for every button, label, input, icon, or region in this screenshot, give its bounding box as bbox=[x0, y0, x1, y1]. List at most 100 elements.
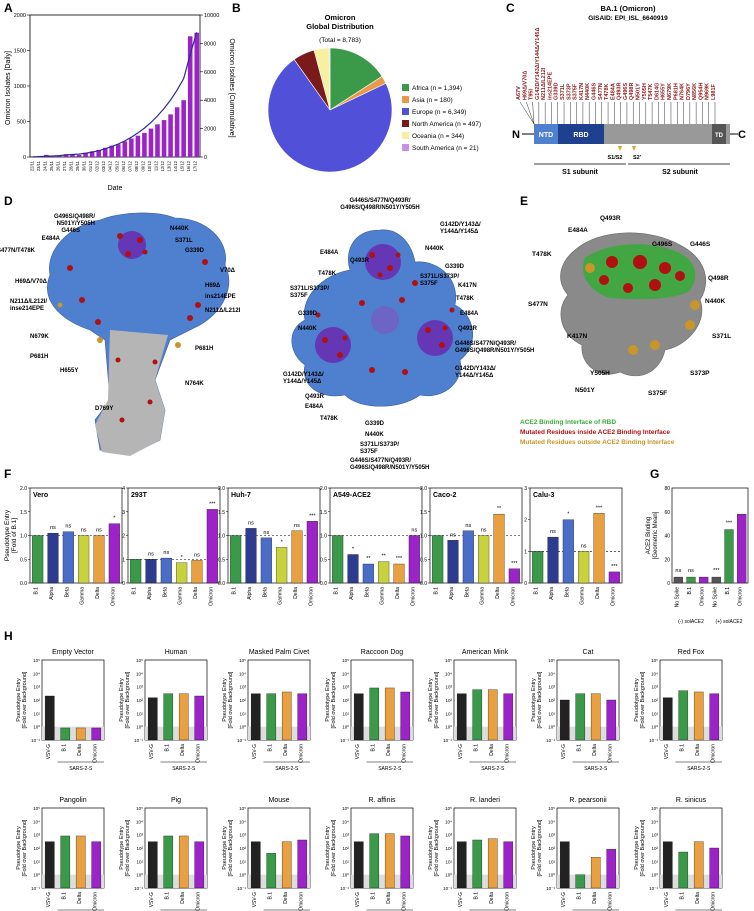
h-ytick-label: 10⁴ bbox=[342, 671, 349, 676]
h-ytick-label: 10⁻¹ bbox=[340, 886, 349, 891]
a-xtick-label: 30/11 bbox=[82, 160, 87, 171]
d-left-label: G496S/Q498R/ bbox=[54, 214, 95, 220]
c-mutation-leader bbox=[526, 101, 535, 125]
a-bar bbox=[76, 154, 82, 157]
f-xtick-label: Alpha bbox=[147, 587, 153, 600]
h-ylabel: Pseudotype Entry bbox=[428, 678, 434, 722]
h-xtick-label: Delta bbox=[386, 744, 392, 756]
h-ytick-label: 10⁻¹ bbox=[31, 886, 40, 891]
f-ytick-label: 0.0 bbox=[420, 581, 427, 587]
h-panel-title: Pangolin bbox=[59, 797, 86, 804]
h-ytick-label: 10⁴ bbox=[33, 671, 40, 676]
g-xtick-label: No Spike bbox=[712, 587, 718, 608]
s2prime-label: S2' bbox=[633, 155, 642, 161]
a-xtick-label: 09/12 bbox=[140, 160, 145, 171]
a-bar bbox=[115, 144, 121, 157]
h-ytick-label: 10⁴ bbox=[342, 819, 349, 824]
h-ytick-label: 10² bbox=[651, 698, 658, 703]
f-bar bbox=[562, 519, 574, 584]
h-ylabel-2: [Fold over Background] bbox=[640, 819, 646, 876]
h-xtick-label: B.1 bbox=[61, 892, 67, 900]
panel-e-rbd: E484A Q493R T478K G496S G446S S477N Q498R K417N… bbox=[520, 215, 731, 446]
a-xtick-label: 15/12 bbox=[180, 160, 185, 171]
h-bar bbox=[163, 693, 174, 741]
a-bar bbox=[161, 120, 167, 157]
f-sig-label: ns bbox=[65, 524, 71, 530]
h-ytick-label: 10¹ bbox=[239, 859, 246, 864]
f-sig-label: *** bbox=[309, 513, 316, 519]
h-bar bbox=[44, 695, 55, 741]
a-ytick-label: 1500 bbox=[14, 49, 26, 55]
panel-g-chart: ACE2 Binding [Geometric Mean] 0 20 40 60 80 ns N… bbox=[646, 486, 749, 625]
h-xtick-label: Omicron bbox=[92, 744, 98, 763]
h-ytick-label: 10⁻¹ bbox=[237, 886, 246, 891]
f-bar bbox=[432, 535, 444, 584]
h-panel-title: Raccoon Dog bbox=[361, 649, 404, 656]
c-title: BA.1 (Omicron) bbox=[600, 4, 656, 13]
h-ylabel-2: [Fold over Background] bbox=[331, 819, 337, 876]
a-xtick-label: 27/11 bbox=[62, 160, 67, 171]
h-background-band bbox=[454, 726, 516, 740]
h-bar bbox=[606, 849, 617, 889]
h-ytick-label: 10¹ bbox=[33, 859, 40, 864]
panel-a-chart: Omicron Isolates [Daily] Omicron Isolate… bbox=[5, 13, 235, 192]
h-ytick-label: 10⁵ bbox=[445, 658, 452, 663]
h-panel-title: R. sinicus bbox=[676, 797, 707, 804]
h-ytick-label: 10⁻¹ bbox=[443, 886, 452, 891]
f-xtick-label: B.1 bbox=[534, 587, 540, 595]
f-ytick-label: 1.0 bbox=[420, 534, 427, 540]
a-xtick-label: 05/12 bbox=[114, 160, 119, 171]
f-bar bbox=[547, 536, 559, 584]
a-bar bbox=[89, 151, 95, 157]
pie-slice bbox=[328, 47, 331, 111]
h-xtick-label: Delta bbox=[386, 892, 392, 904]
h-bar bbox=[75, 727, 86, 741]
h-xtick-label: B.1 bbox=[267, 892, 273, 900]
c-mutation-label: S375F bbox=[573, 83, 579, 100]
h-ylabel-2: [Fold over Background] bbox=[537, 671, 543, 728]
pie-legend-swatch bbox=[402, 132, 409, 139]
c-mutation-label: L981F bbox=[711, 83, 717, 100]
s1-subunit-label: S1 subunit bbox=[562, 169, 598, 176]
a-xtick-label: 16/12 bbox=[186, 160, 191, 171]
h-bar bbox=[709, 847, 720, 889]
f-xtick-label: Omicron bbox=[110, 587, 116, 606]
h-ylabel-2: [Fold over Background] bbox=[640, 671, 646, 728]
h-ytick-label: 10¹ bbox=[239, 711, 246, 716]
h-xtick-label: Omicron bbox=[298, 892, 304, 911]
f-ytick-label: 0.0 bbox=[218, 581, 225, 587]
h-ytick-label: 10² bbox=[445, 846, 452, 851]
h-ytick-label: 10⁵ bbox=[548, 658, 555, 663]
panel-label-a: A bbox=[4, 1, 13, 15]
e-residue-label: G446S bbox=[690, 241, 711, 248]
h-ylabel: Pseudotype Entry bbox=[16, 826, 22, 870]
d-left-label: N211Δ/L212I/ bbox=[10, 299, 47, 305]
d-left-label: E484A bbox=[42, 236, 61, 242]
f-ytick-label: 2.0 bbox=[420, 486, 427, 492]
f-ytick-label: 1.0 bbox=[320, 534, 327, 540]
a-xtick-label: 13/12 bbox=[167, 160, 172, 171]
pie-legend-swatch bbox=[402, 120, 409, 127]
h-ytick-label: 10⁻¹ bbox=[134, 738, 143, 743]
pie-title: Omicron bbox=[325, 13, 356, 22]
h-bar bbox=[662, 841, 673, 889]
h-ytick-label: 10² bbox=[342, 846, 349, 851]
h-ytick-label: 10⁴ bbox=[548, 819, 555, 824]
f-xtick-label: B.1 bbox=[334, 587, 340, 595]
h-ytick-label: 10³ bbox=[136, 685, 143, 690]
h-ytick-label: 10⁵ bbox=[445, 806, 452, 811]
panel-a-ylabel-left: Omicron Isolates [Daily] bbox=[5, 51, 12, 125]
h-xtick-label: B.1 bbox=[370, 744, 376, 752]
h-bar bbox=[709, 693, 720, 741]
c-mutation-label: N969K bbox=[705, 83, 711, 100]
h-ylabel: Pseudotype Entry bbox=[119, 826, 125, 870]
pie-legend-swatch bbox=[402, 108, 409, 115]
f-xtick-label: Alpha bbox=[247, 587, 253, 600]
h-ytick-label: 10¹ bbox=[33, 711, 40, 716]
h-ylabel: Pseudotype Entry bbox=[222, 678, 228, 722]
f-bar bbox=[332, 535, 344, 584]
d-left-label: N501Y/Y505H bbox=[57, 221, 95, 227]
a-xtick-label: 14/12 bbox=[173, 160, 178, 171]
f-bar bbox=[108, 523, 120, 584]
c-mutation-label: T95I bbox=[529, 89, 535, 100]
